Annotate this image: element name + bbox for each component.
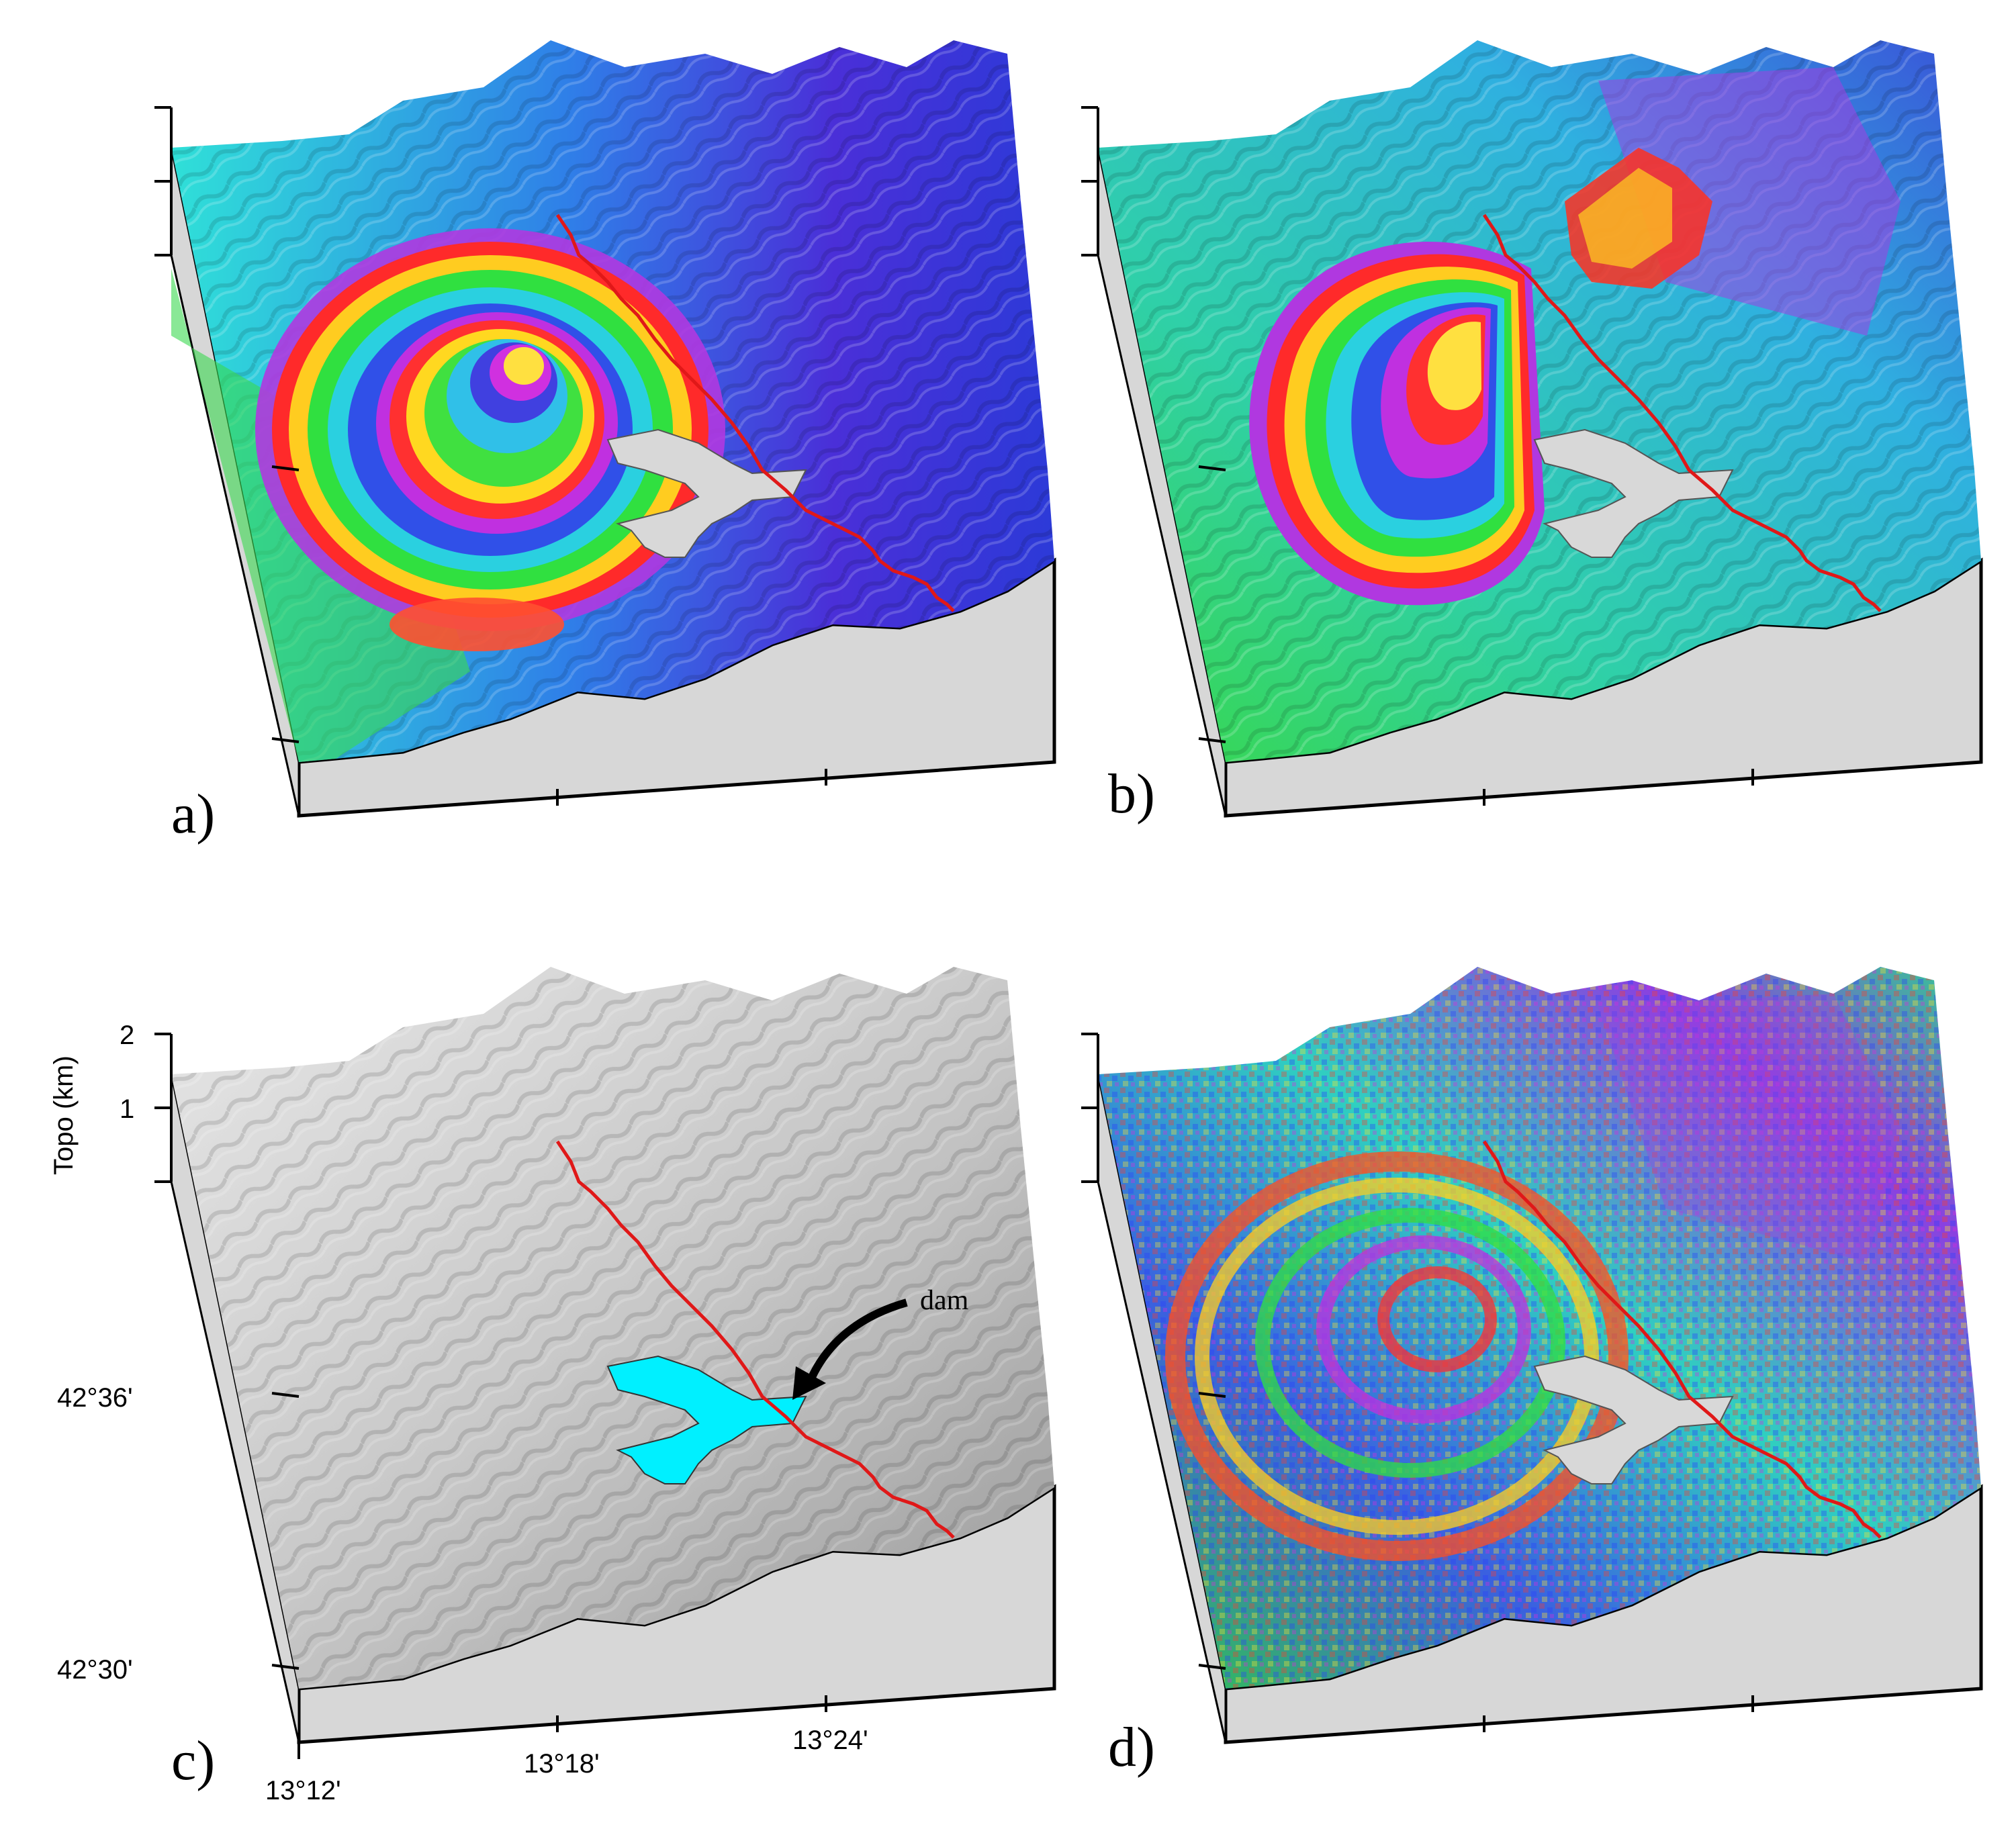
fringe-rings <box>1249 242 1545 606</box>
lon-tick-label: 13°18' <box>524 1749 600 1779</box>
panel-b: b) <box>1081 40 1983 825</box>
lake-masked <box>1533 1355 1734 1484</box>
lon-tick-label: 13°12' <box>265 1776 341 1805</box>
fault-trace <box>555 214 955 612</box>
fault-trace <box>555 1140 955 1539</box>
panel-label: d) <box>1108 1716 1155 1779</box>
dam-arrow <box>805 1299 908 1385</box>
lat-tick-label: 42°36' <box>57 1383 133 1413</box>
fault-trace <box>1482 214 1882 612</box>
z-tick-label: 2 <box>120 1021 134 1050</box>
panel-label: b) <box>1108 763 1155 825</box>
panel-label: a) <box>171 783 215 845</box>
lat-tick-label: 42°30' <box>57 1655 133 1685</box>
panel-d: d) <box>1081 967 1983 1779</box>
panel-a: a) <box>154 40 1056 845</box>
z-axis-title: Topo (km) <box>49 1055 79 1175</box>
lon-tick-label: 13°24' <box>792 1726 868 1755</box>
dam-label: dam <box>920 1285 969 1316</box>
dam-arrowhead <box>792 1366 826 1400</box>
lake <box>606 1355 807 1484</box>
lake-masked <box>1533 428 1734 558</box>
lake-masked <box>606 428 807 558</box>
panel-c: dam 2 1 Topo (km) 42°36' 42°30' 13°12' 1… <box>49 967 1056 1805</box>
fault-trace <box>1482 1140 1882 1539</box>
panel-label: c) <box>171 1730 215 1792</box>
fringe-rings <box>1165 1151 1629 1561</box>
z-tick-label: 1 <box>120 1094 134 1124</box>
fringe-rings <box>255 228 725 651</box>
